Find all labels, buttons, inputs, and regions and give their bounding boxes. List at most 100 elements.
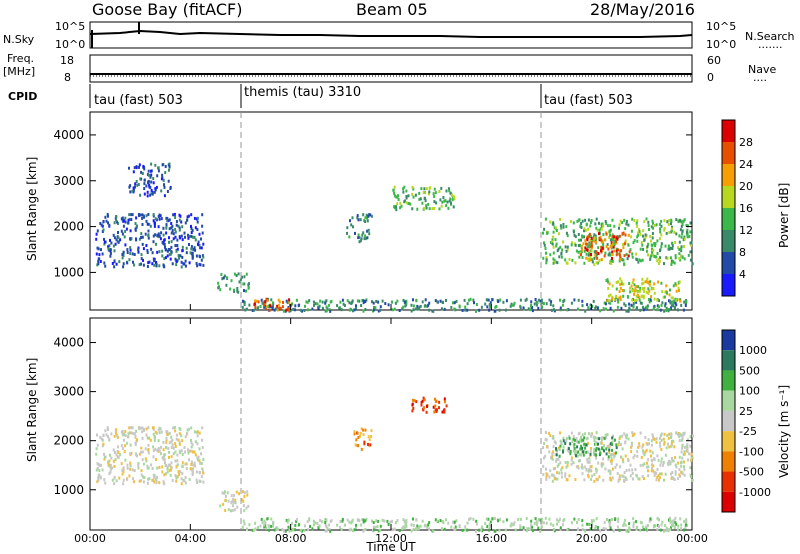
scatter-pixel [680,464,683,468]
scatter-pixel [581,256,584,259]
scatter-pixel [248,523,251,527]
scatter-pixel [231,500,233,504]
scatter-pixel [133,253,136,256]
scatter-pixel [486,298,489,302]
scatter-pixel [552,304,555,308]
scatter-pixel [377,519,380,523]
scatter-pixel [105,433,108,437]
scatter-pixel [581,248,583,252]
scatter-pixel [187,236,190,240]
scatter-pixel [559,526,562,530]
scatter-pixel [186,432,189,436]
scatter-pixel [103,242,106,246]
scatter-pixel [668,293,671,297]
scatter-pixel [163,238,166,242]
scatter-pixel [583,235,585,239]
scatter-pixel [434,299,437,303]
scatter-pixel [179,214,182,218]
colorbar-tick-label: 500 [739,364,760,377]
scatter-pixel [117,240,120,244]
scatter-pixel [608,229,611,233]
scatter-pixel [535,523,538,527]
scatter-pixel [185,467,188,470]
scatter-pixel [393,307,396,311]
scatter-pixel [681,436,684,440]
scatter-pixel [338,306,341,310]
scatter-pixel [372,308,375,312]
scatter-pixel [122,466,125,470]
scatter-pixel [193,430,196,434]
scatter-pixel [656,528,659,532]
scatter-pixel [671,301,674,305]
scatter-pixel [690,458,693,462]
scatter-pixel [611,250,614,254]
scatter-pixel [545,472,548,476]
scatter-pixel [330,519,333,523]
scatter-pixel [368,213,371,217]
scatter-pixel [658,299,660,303]
scatter-pixel [670,229,673,233]
scatter-pixel [441,307,443,311]
scatter-pixel [159,427,162,431]
scatter-pixel [675,298,678,302]
scatter-pixel [642,234,644,238]
scatter-pixel [659,230,662,234]
scatter-pixel [649,234,652,238]
scatter-pixel [590,519,593,523]
scatter-pixel [128,258,131,262]
scatter-pixel [670,523,673,527]
freq-top-tick: 18 [60,54,74,67]
scatter-pixel [366,216,369,220]
scatter-pixel [428,186,431,190]
scatter-pixel [540,298,543,302]
scatter-pixel [115,432,118,436]
scatter-pixel [174,227,177,231]
scatter-pixel [339,526,341,529]
scatter-pixel [643,220,646,224]
scatter-pixel [628,250,631,254]
scatter-pixel [265,297,268,301]
scatter-pixel [509,304,512,308]
scatter-pixel [174,450,177,454]
scatter-pixel [653,474,656,478]
scatter-pixel [452,205,455,209]
scatter-pixel [659,441,661,445]
scatter-pixel [598,221,600,225]
scatter-pixel [246,493,249,497]
scatter-pixel [689,258,692,262]
scatter-pixel [621,474,624,478]
scatter-pixel [98,469,101,473]
scatter-pixel [144,457,147,461]
scatter-pixel [188,427,190,431]
nsky-label: N.Sky [3,33,35,46]
scatter-pixel [639,232,642,236]
scatter-pixel [183,231,186,235]
scatter-pixel [637,231,640,235]
scatter-pixel [678,234,681,238]
scatter-pixel [542,521,545,525]
scatter-pixel [177,470,180,473]
scatter-pixel [362,529,365,533]
scatter-pixel [686,232,689,236]
scatter-pixel [627,437,630,441]
scatter-pixel [99,435,102,439]
scatter-pixel [162,178,165,182]
scatter-pixel [551,457,554,461]
scatter-pixel [99,475,102,479]
scatter-pixel [655,223,658,227]
scatter-pixel [154,233,157,237]
scatter-pixel [593,439,596,442]
scatter-pixel [621,221,624,224]
scatter-pixel [675,289,678,293]
scatter-pixel [651,232,654,235]
scatter-pixel [101,444,104,448]
scatter-pixel [129,467,132,471]
scatter-pixel [381,518,384,522]
scatter-pixel [343,304,346,307]
scatter-pixel [379,528,382,532]
scatter-pixel [191,253,194,257]
scatter-pixel [612,434,614,438]
colorbar-cell [722,350,735,371]
scatter-pixel [288,300,291,304]
scatter-pixel [188,477,191,481]
